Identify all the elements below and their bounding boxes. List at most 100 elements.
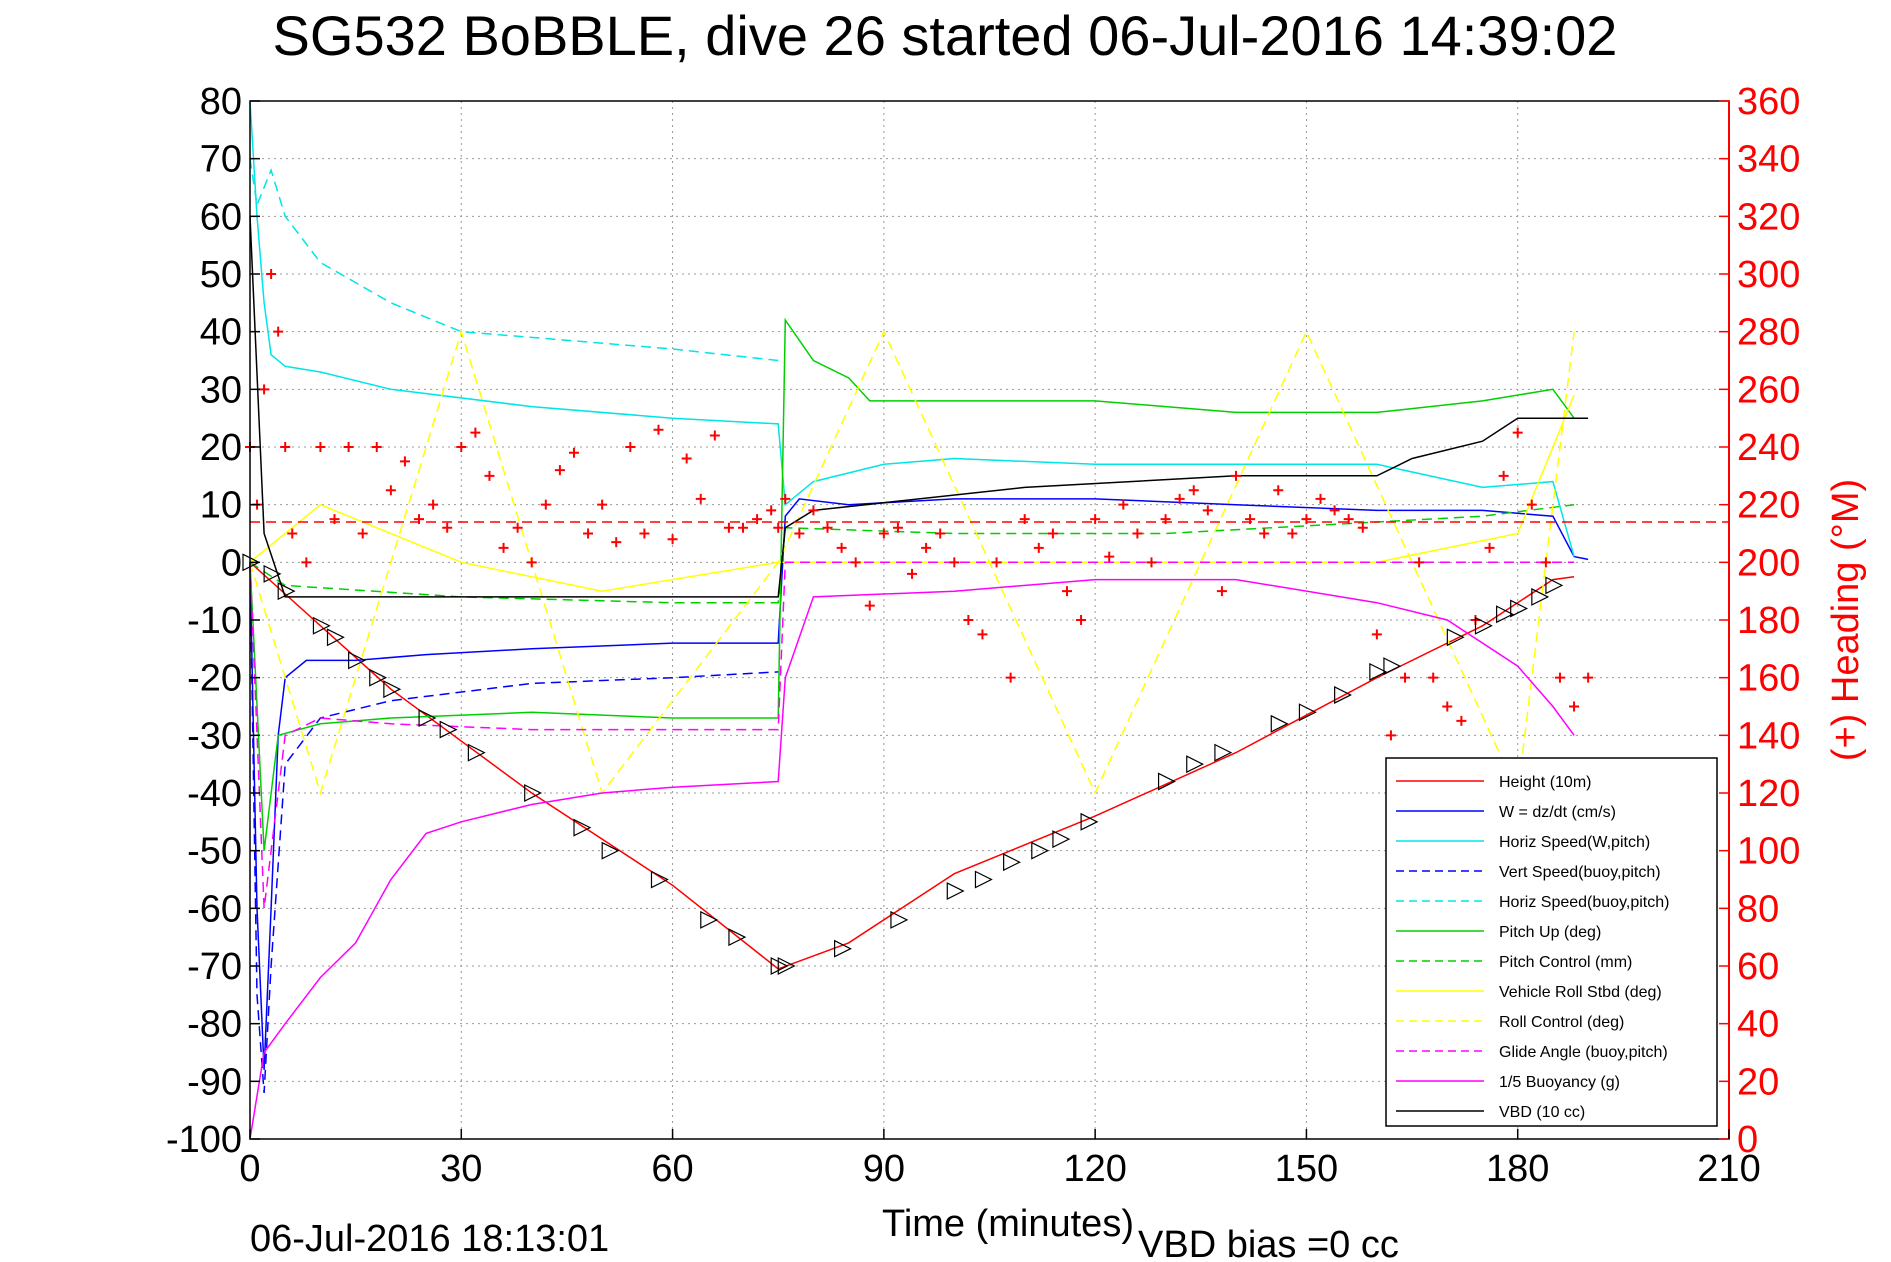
position-marker xyxy=(439,720,458,739)
position-marker xyxy=(700,910,719,929)
y-axis-left-ticks: 80 70 60 50 40 30 20 10 0 -10 -20 -30 -40 -50 -60 -70 -8… xyxy=(166,81,260,1161)
x-tick-label: 60 xyxy=(651,1148,693,1190)
position-marker xyxy=(1383,657,1402,676)
x-axis-ticks: 0 30 60 90 120 150 180 210 xyxy=(239,1129,1761,1190)
heading-marker xyxy=(1104,551,1115,562)
y-right-tick-label: 300 xyxy=(1737,254,1800,296)
y-tick-label: 70 xyxy=(200,139,242,181)
x-tick-label: 150 xyxy=(1275,1148,1338,1190)
heading-marker xyxy=(371,442,382,452)
heading-marker xyxy=(1540,557,1551,568)
footer-vbd-bias: VBD bias =0 cc xyxy=(1138,1224,1399,1262)
heading-marker xyxy=(273,326,284,337)
legend-label-8: Roll Control (deg) xyxy=(1499,1014,1624,1031)
heading-marker xyxy=(399,456,410,467)
legend-label-9: Glide Angle (buoy,pitch) xyxy=(1499,1044,1668,1061)
y-right-tick-label: 240 xyxy=(1737,427,1800,469)
x-tick-label: 90 xyxy=(863,1148,905,1190)
position-marker xyxy=(1474,616,1493,635)
y-tick-label: 10 xyxy=(200,485,242,527)
heading-marker xyxy=(1202,505,1213,516)
y-right-tick-label: 340 xyxy=(1737,139,1800,181)
legend-label-11: VBD (10 cc) xyxy=(1499,1104,1585,1121)
position-marker xyxy=(1298,703,1317,722)
heading-marker xyxy=(583,528,594,539)
legend-label-10: 1/5 Buoyancy (g) xyxy=(1499,1074,1620,1091)
position-marker xyxy=(524,784,543,802)
heading-marker xyxy=(484,470,495,481)
position-marker xyxy=(728,928,747,947)
y-tick-label: -100 xyxy=(166,1119,242,1161)
heading-marker xyxy=(280,442,291,452)
heading-marker xyxy=(1315,493,1326,504)
y-tick-label: -30 xyxy=(187,715,242,757)
y-right-tick-label: 260 xyxy=(1737,369,1800,411)
position-marker xyxy=(1052,830,1071,849)
heading-marker xyxy=(1273,485,1284,496)
position-marker xyxy=(1186,755,1205,774)
heading-marker xyxy=(470,427,481,438)
heading-marker xyxy=(1245,514,1256,525)
heading-marker xyxy=(935,528,946,539)
position-marker xyxy=(1531,587,1550,606)
heading-marker xyxy=(526,557,537,568)
y-right-tick-label: 120 xyxy=(1737,773,1800,815)
y-axis-right-label: (+) Heading (°M) xyxy=(1825,479,1867,761)
position-marker xyxy=(777,957,796,975)
position-marker xyxy=(1214,743,1233,762)
heading-marker xyxy=(1076,615,1087,625)
heading-marker xyxy=(878,528,889,539)
heading-marker xyxy=(1343,514,1354,525)
heading-marker xyxy=(1526,499,1537,510)
heading-marker xyxy=(1498,470,1509,481)
heading-marker xyxy=(773,522,784,533)
position-marker xyxy=(890,910,909,929)
legend-label-7: Vehicle Roll Stbd (deg) xyxy=(1499,984,1662,1001)
heading-marker xyxy=(639,528,650,539)
heading-marker xyxy=(907,568,918,579)
heading-marker xyxy=(1554,672,1565,683)
heading-marker xyxy=(1005,672,1016,683)
x-tick-label: 0 xyxy=(239,1148,260,1190)
heading-marker xyxy=(892,522,903,533)
heading-marker xyxy=(1174,493,1185,504)
heading-marker xyxy=(1033,542,1044,553)
legend-label-0: Height (10m) xyxy=(1499,774,1591,791)
series-line-1 xyxy=(249,498,1589,1070)
heading-marker xyxy=(963,615,974,625)
heading-marker xyxy=(836,542,847,553)
heading-marker xyxy=(1019,514,1030,525)
heading-marker xyxy=(1160,514,1171,525)
position-marker xyxy=(834,939,852,958)
heading-marker xyxy=(949,557,960,568)
x-tick-label: 210 xyxy=(1697,1148,1760,1190)
y-tick-label: 60 xyxy=(200,196,242,238)
position-marker xyxy=(1031,841,1050,860)
y-right-tick-label: 60 xyxy=(1737,946,1779,988)
heading-marker xyxy=(1231,470,1241,481)
heading-marker xyxy=(850,557,861,568)
heading-marker xyxy=(808,505,819,516)
heading-marker xyxy=(1456,715,1467,726)
y-tick-label: -60 xyxy=(187,888,242,930)
heading-marker xyxy=(780,493,791,504)
heading-marker xyxy=(653,424,664,435)
y-right-tick-label: 220 xyxy=(1737,485,1800,527)
heading-marker xyxy=(498,542,509,553)
x-tick-label: 180 xyxy=(1486,1148,1549,1190)
heading-marker xyxy=(611,537,622,548)
position-marker xyxy=(1157,772,1176,791)
heading-marker xyxy=(343,442,354,452)
position-marker xyxy=(1369,662,1388,681)
legend-label-2: Horiz Speed(W,pitch) xyxy=(1499,834,1650,851)
heading-marker xyxy=(301,557,312,568)
y-right-tick-label: 100 xyxy=(1737,831,1800,873)
y-right-tick-label: 280 xyxy=(1737,312,1800,354)
y-tick-label: -40 xyxy=(187,773,242,815)
y-tick-label: -20 xyxy=(187,658,242,700)
y-right-tick-label: 360 xyxy=(1737,81,1800,123)
heading-marker xyxy=(1569,701,1580,712)
position-marker xyxy=(312,616,331,635)
series-line-2 xyxy=(249,100,1575,557)
